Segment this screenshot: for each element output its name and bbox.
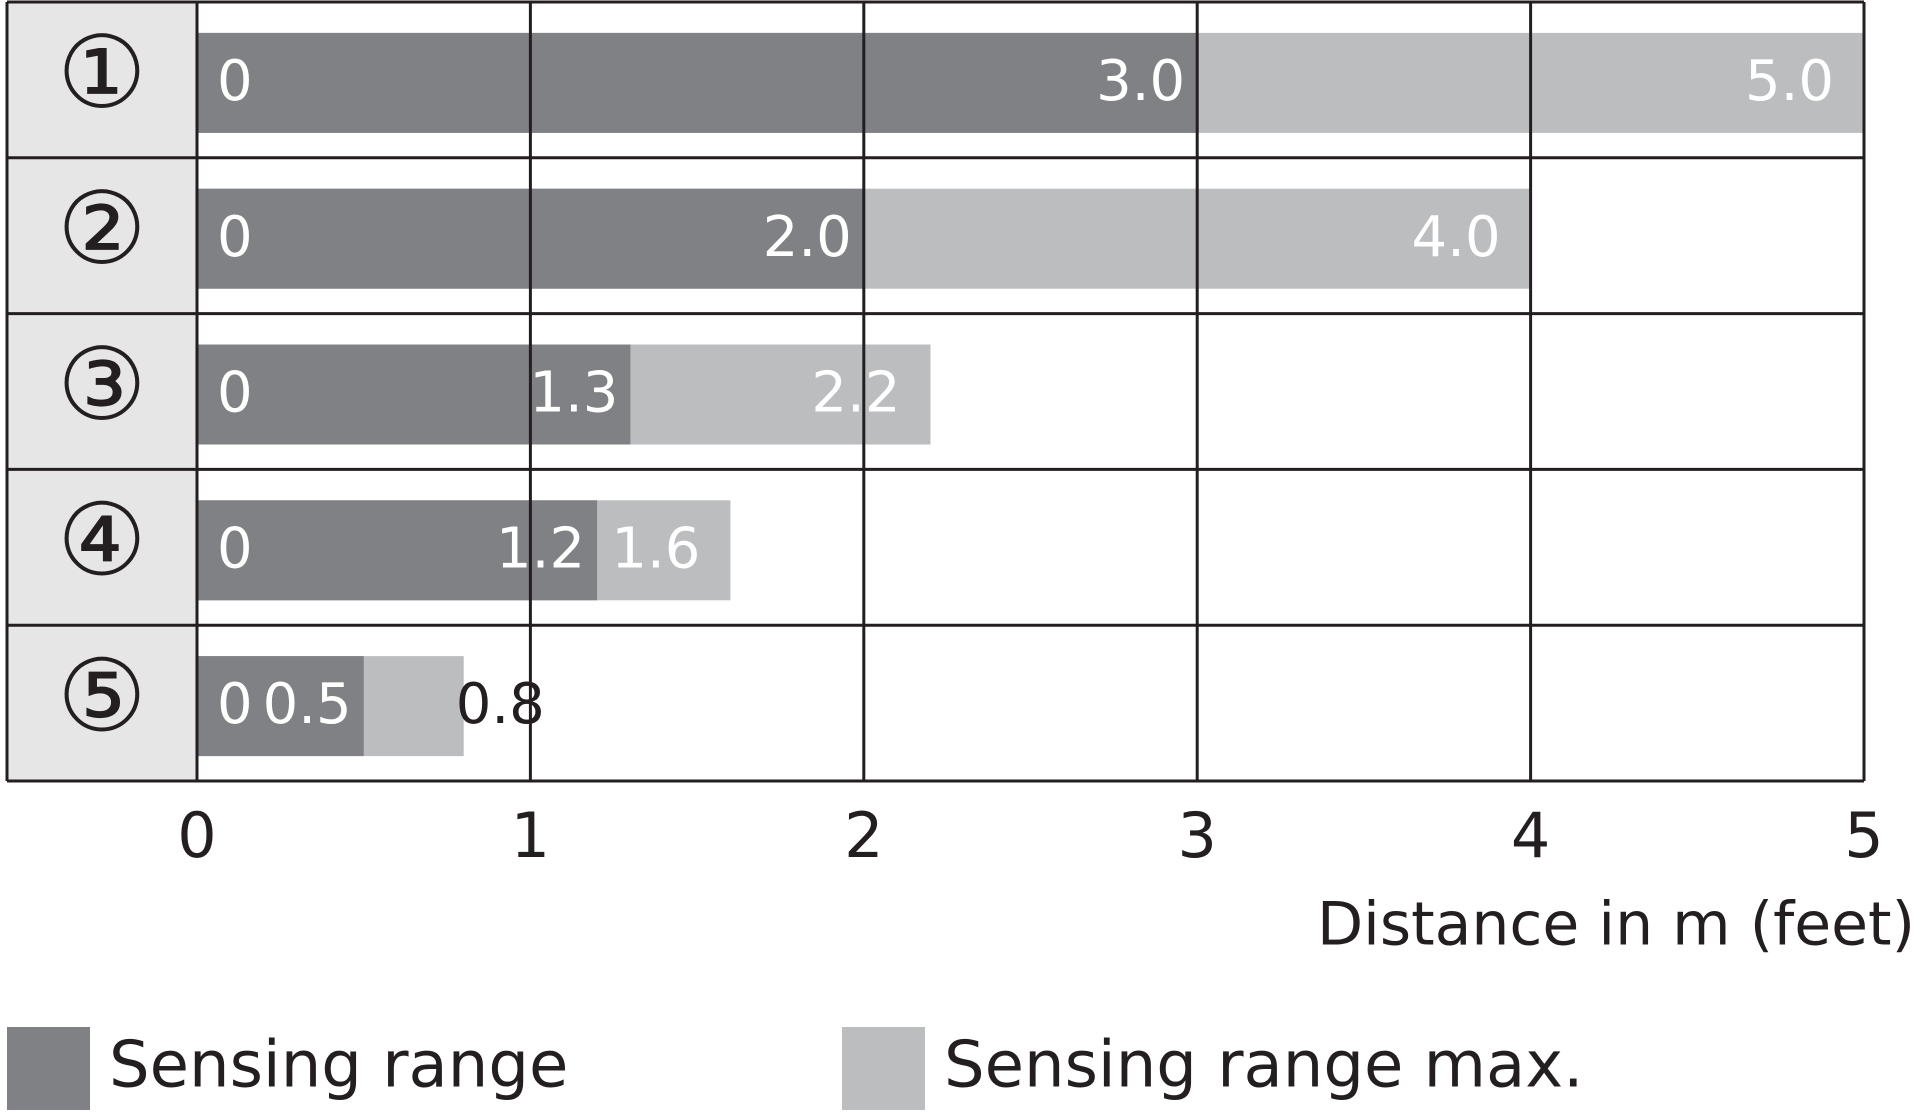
- value-label: 0.5: [263, 672, 352, 737]
- value-label: 1.6: [611, 516, 700, 581]
- x-tick-label: 1: [511, 799, 550, 872]
- category-label: ③: [57, 326, 147, 443]
- x-axis-label: Distance in m (feet): [1317, 890, 1915, 960]
- bar-start-label: 0: [217, 672, 253, 737]
- category-label: ④: [57, 482, 147, 599]
- legend-label: Sensing range max.: [944, 1029, 1583, 1103]
- x-tick-label: 5: [1844, 799, 1883, 872]
- category-column: [7, 2, 197, 781]
- value-label: 2.0: [763, 205, 852, 270]
- bar-range: [197, 32, 1198, 133]
- bar-start-label: 0: [217, 205, 253, 270]
- category-label: ⑤: [57, 637, 147, 754]
- x-tick-label: 2: [844, 799, 883, 872]
- value-label: 1.3: [529, 361, 618, 426]
- value-label: 2.2: [811, 361, 900, 426]
- value-label: 1.2: [496, 516, 585, 581]
- bar-start-label: 0: [217, 361, 253, 426]
- bar-start-label: 0: [217, 516, 253, 581]
- value-label: 3.0: [1096, 49, 1185, 114]
- legend-label: Sensing range: [109, 1029, 568, 1103]
- bar-range: [197, 344, 631, 445]
- legend-swatch: [842, 1027, 925, 1110]
- x-tick-label: 4: [1511, 799, 1550, 872]
- value-label: 5.0: [1745, 49, 1834, 114]
- x-tick-label: 0: [177, 799, 216, 872]
- bar-range: [197, 656, 364, 757]
- category-label: ②: [57, 170, 147, 287]
- x-tick-label: 3: [1177, 799, 1216, 872]
- category-label: ①: [57, 14, 147, 131]
- legend-swatch: [7, 1027, 90, 1110]
- value-label: 4.0: [1412, 205, 1501, 270]
- bar-start-label: 0: [217, 49, 253, 114]
